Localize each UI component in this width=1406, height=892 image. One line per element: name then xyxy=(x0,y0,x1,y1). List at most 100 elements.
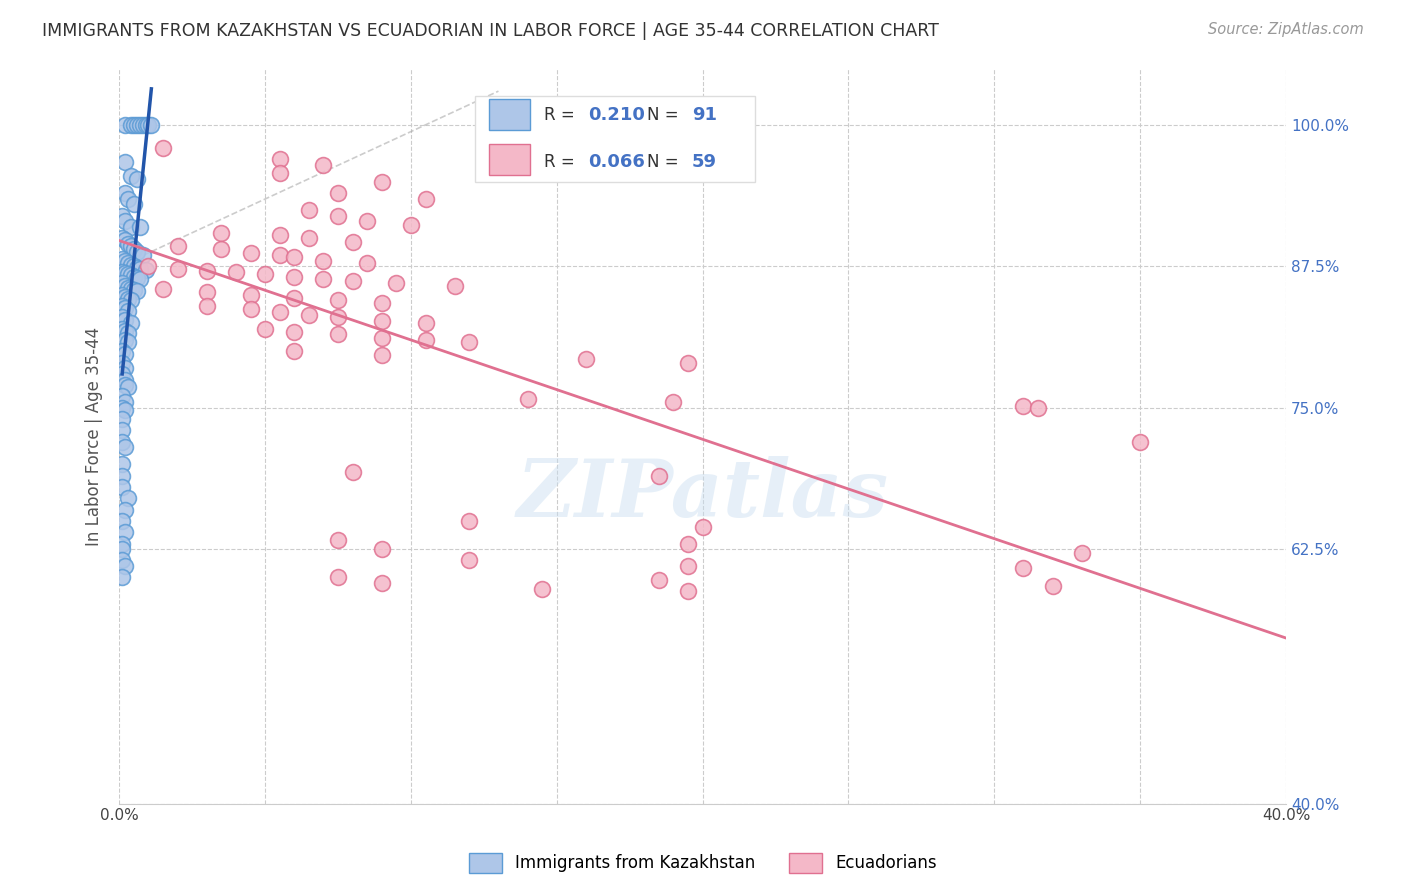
Point xyxy=(111,468,134,483)
Point xyxy=(269,152,291,166)
Point xyxy=(114,361,136,376)
Point xyxy=(415,333,437,347)
Text: N =: N = xyxy=(647,106,678,124)
Point xyxy=(111,344,134,359)
Point xyxy=(117,268,139,282)
Point xyxy=(385,277,408,291)
Point xyxy=(114,253,136,268)
Point xyxy=(114,372,136,386)
Point xyxy=(114,378,136,392)
Point xyxy=(225,265,247,279)
Point xyxy=(122,197,145,211)
Point xyxy=(1012,561,1035,575)
Text: ZIPatlas: ZIPatlas xyxy=(516,456,889,533)
Point xyxy=(209,243,232,257)
Point xyxy=(120,268,142,283)
Point xyxy=(298,308,321,322)
Point xyxy=(531,582,554,596)
Point xyxy=(141,118,163,132)
Bar xyxy=(489,145,530,175)
Point xyxy=(415,316,437,330)
Point xyxy=(676,536,699,550)
Point xyxy=(120,293,142,308)
Point xyxy=(117,380,139,394)
Point xyxy=(125,244,148,259)
Point xyxy=(342,465,364,479)
Point xyxy=(138,260,160,274)
Point xyxy=(114,403,136,417)
Point xyxy=(122,118,145,132)
Point xyxy=(458,335,481,350)
Point xyxy=(342,274,364,288)
Point xyxy=(371,175,394,189)
Point xyxy=(128,261,150,276)
Point xyxy=(111,401,134,415)
Point xyxy=(111,310,134,325)
Point xyxy=(371,542,394,557)
Point xyxy=(371,331,394,345)
FancyBboxPatch shape xyxy=(475,95,755,183)
Bar xyxy=(489,99,530,129)
Point xyxy=(1012,399,1035,413)
Point xyxy=(125,270,148,285)
Point xyxy=(111,389,134,403)
Point xyxy=(122,260,145,274)
Point xyxy=(114,290,136,304)
Point xyxy=(120,219,142,234)
Point xyxy=(117,326,139,340)
Point xyxy=(298,202,321,217)
Point xyxy=(326,293,349,308)
Point xyxy=(269,248,291,262)
Point xyxy=(326,570,349,584)
Point xyxy=(122,269,145,284)
Point xyxy=(114,312,136,326)
Point xyxy=(283,344,305,359)
Point xyxy=(117,292,139,306)
Point xyxy=(326,209,349,223)
Point xyxy=(356,214,378,228)
Point xyxy=(111,570,134,584)
Point xyxy=(443,278,465,293)
Point xyxy=(120,282,142,296)
Point xyxy=(111,434,134,449)
Text: Source: ZipAtlas.com: Source: ZipAtlas.com xyxy=(1208,22,1364,37)
Point xyxy=(114,502,136,516)
Point xyxy=(195,264,218,278)
Point xyxy=(111,299,134,313)
Point xyxy=(120,169,142,183)
Point xyxy=(326,186,349,200)
Text: 59: 59 xyxy=(692,153,717,171)
Point xyxy=(125,285,148,299)
Point xyxy=(111,458,134,472)
Point xyxy=(648,468,671,483)
Point xyxy=(399,218,422,232)
Point xyxy=(114,214,136,228)
Point xyxy=(111,287,134,301)
Point xyxy=(269,227,291,242)
Point xyxy=(166,261,188,276)
Point xyxy=(1070,545,1092,559)
Text: IMMIGRANTS FROM KAZAKHSTAN VS ECUADORIAN IN LABOR FORCE | AGE 35-44 CORRELATION : IMMIGRANTS FROM KAZAKHSTAN VS ECUADORIAN… xyxy=(42,22,939,40)
Point xyxy=(371,314,394,328)
Point xyxy=(111,231,134,245)
Point xyxy=(209,226,232,240)
Point xyxy=(114,395,136,409)
Point xyxy=(111,480,134,494)
Point xyxy=(312,253,335,268)
Point xyxy=(120,258,142,272)
Point xyxy=(342,235,364,249)
Point xyxy=(648,573,671,587)
Point xyxy=(117,236,139,251)
Point xyxy=(125,118,148,132)
Point xyxy=(283,269,305,284)
Point xyxy=(356,256,378,270)
Point xyxy=(117,303,139,318)
Point xyxy=(195,299,218,313)
Point xyxy=(111,367,134,381)
Point xyxy=(131,248,153,262)
Point xyxy=(128,219,150,234)
Point xyxy=(415,192,437,206)
Point xyxy=(114,346,136,360)
Point xyxy=(371,348,394,362)
Point xyxy=(111,536,134,550)
